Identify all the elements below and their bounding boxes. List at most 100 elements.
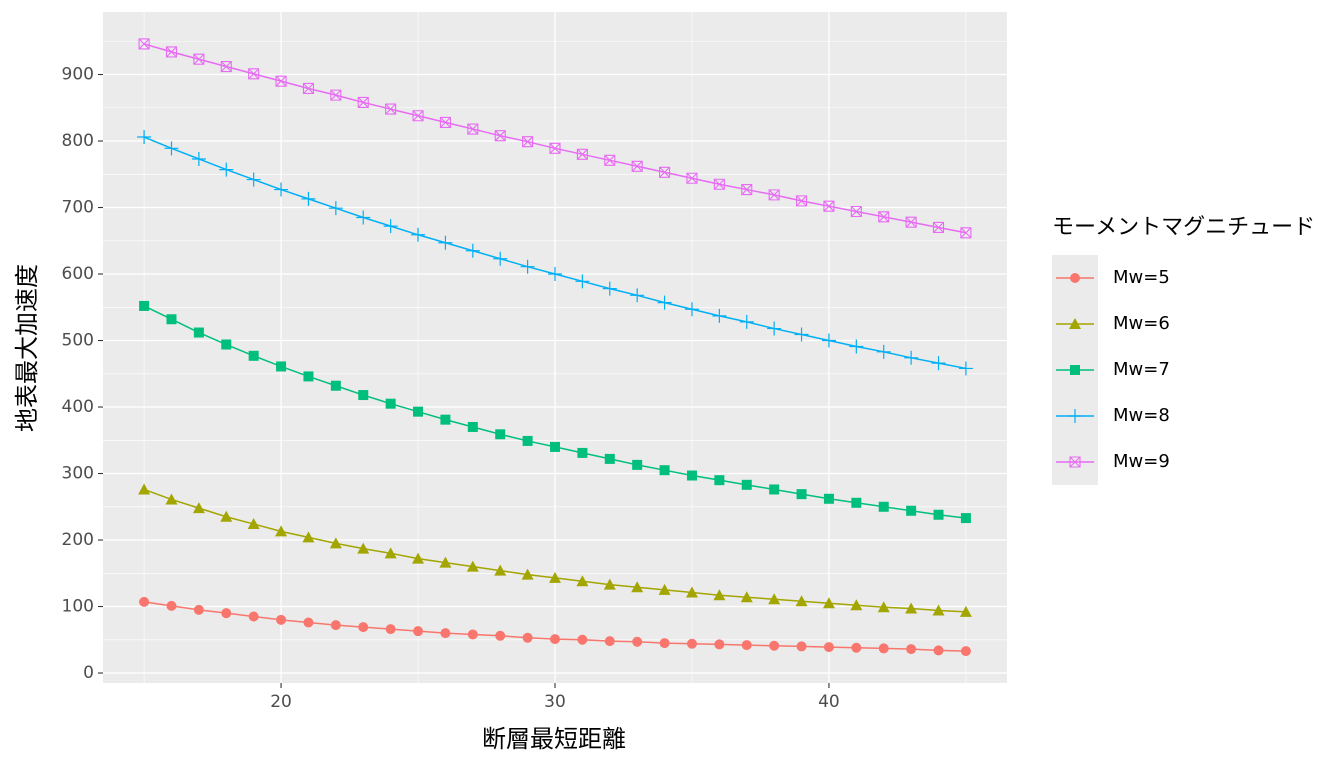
point xyxy=(931,356,946,371)
point xyxy=(659,465,670,476)
point xyxy=(768,189,780,201)
point xyxy=(630,288,645,303)
point xyxy=(684,302,699,317)
point xyxy=(248,611,259,622)
point xyxy=(714,475,725,486)
point xyxy=(960,513,971,524)
point xyxy=(769,484,780,495)
point xyxy=(413,626,424,637)
point xyxy=(412,552,425,564)
y-axis-title: 地表最大加速度 xyxy=(13,264,41,432)
point xyxy=(658,583,671,595)
point xyxy=(712,308,727,323)
point xyxy=(794,327,809,342)
point xyxy=(876,344,891,359)
point xyxy=(139,300,150,311)
point xyxy=(467,629,478,640)
legend-label: Mw=9 xyxy=(1113,451,1170,472)
point xyxy=(248,68,260,80)
point xyxy=(713,589,726,601)
x-tick-label: 40 xyxy=(818,692,840,712)
point xyxy=(631,581,644,593)
point xyxy=(465,243,480,258)
point xyxy=(550,634,560,645)
point xyxy=(904,350,919,365)
point xyxy=(686,172,698,184)
point xyxy=(631,160,643,172)
point xyxy=(246,172,261,187)
legend-label: Mw=6 xyxy=(1113,313,1170,334)
point xyxy=(248,350,259,361)
y-tick-label: 100 xyxy=(62,597,94,617)
x-tick-label: 20 xyxy=(270,692,292,712)
point xyxy=(741,184,753,196)
point xyxy=(741,640,752,651)
point xyxy=(768,593,781,605)
point xyxy=(303,371,314,382)
point xyxy=(357,542,370,554)
point xyxy=(795,195,808,207)
point xyxy=(330,380,341,391)
point xyxy=(383,219,398,234)
y-tick-label: 800 xyxy=(62,131,94,151)
point xyxy=(739,314,754,329)
point xyxy=(274,182,289,197)
y-tick-label: 200 xyxy=(62,530,94,550)
point xyxy=(328,201,343,216)
point xyxy=(850,599,863,611)
point xyxy=(165,493,178,505)
point xyxy=(906,505,917,516)
point xyxy=(276,361,287,372)
point xyxy=(632,459,643,470)
point xyxy=(191,151,206,166)
point xyxy=(576,148,588,160)
point xyxy=(467,421,478,432)
point xyxy=(384,547,397,559)
point xyxy=(577,634,588,645)
point xyxy=(247,518,260,530)
point xyxy=(302,531,315,543)
point xyxy=(603,578,616,590)
point xyxy=(659,638,670,649)
point xyxy=(219,162,234,177)
point xyxy=(959,605,972,617)
point xyxy=(1070,273,1080,283)
point xyxy=(849,339,864,354)
point xyxy=(549,571,561,583)
point xyxy=(767,321,782,336)
point xyxy=(220,60,232,73)
point xyxy=(958,361,973,376)
point xyxy=(575,274,590,289)
point xyxy=(550,441,560,452)
point xyxy=(604,636,615,647)
point xyxy=(796,489,807,500)
point xyxy=(330,89,342,101)
point xyxy=(549,142,561,154)
point xyxy=(329,537,342,549)
point xyxy=(137,130,152,145)
point xyxy=(138,483,151,495)
point xyxy=(821,333,836,348)
legend-label: Mw=5 xyxy=(1113,267,1170,288)
point xyxy=(467,123,479,135)
point xyxy=(166,600,177,611)
point xyxy=(356,210,371,225)
point xyxy=(166,314,177,325)
y-tick-label: 500 xyxy=(62,331,94,351)
point xyxy=(740,591,753,603)
legend-label: Mw=8 xyxy=(1113,405,1170,426)
point xyxy=(385,624,396,635)
point xyxy=(220,510,233,522)
point xyxy=(906,644,917,655)
point xyxy=(905,602,918,614)
point xyxy=(933,509,944,520)
point xyxy=(193,53,205,65)
point xyxy=(440,414,451,425)
point xyxy=(685,586,698,598)
y-tick-label: 900 xyxy=(62,65,94,85)
point xyxy=(438,235,453,250)
point xyxy=(878,501,889,512)
point xyxy=(659,166,671,178)
point xyxy=(494,564,507,576)
point xyxy=(604,154,616,166)
